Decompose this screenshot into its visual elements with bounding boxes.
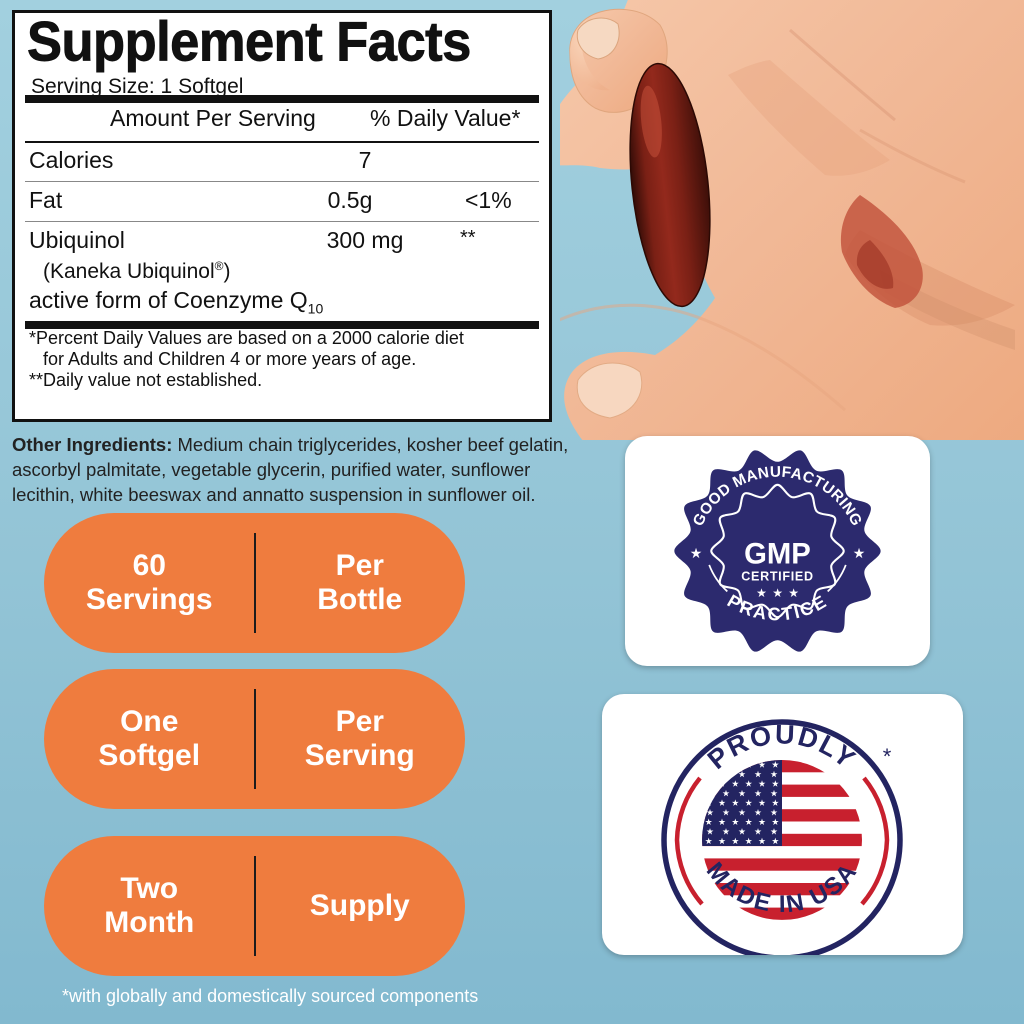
svg-text:★: ★ (756, 586, 767, 600)
svg-text:★: ★ (690, 545, 702, 561)
svg-text:★: ★ (772, 586, 783, 600)
svg-text:CERTIFIED: CERTIFIED (741, 569, 813, 583)
svg-text:GMP: GMP (744, 539, 811, 571)
svg-text:★: ★ (853, 545, 865, 561)
svg-text:*: * (883, 744, 892, 769)
svg-text:★: ★ (788, 586, 799, 600)
